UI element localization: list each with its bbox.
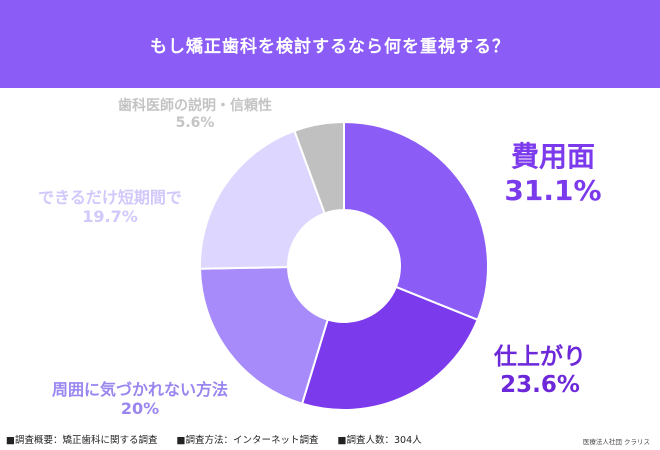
survey-method: ■調査方法：インターネット調査 <box>176 435 319 446</box>
label-finish: 仕上がり 23.6% <box>460 344 620 399</box>
label-cost: 費用面 31.1% <box>468 140 638 207</box>
label-short-term: できるだけ短期間で 19.7% <box>0 188 220 226</box>
label-discreet: 周囲に気づかれない方法 20% <box>0 380 280 418</box>
donut-slice-0 <box>343 120 489 322</box>
credit-text: 医療法人社団 クラリス <box>582 438 650 446</box>
survey-overview: ■調査概要：矯正歯科に関する調査 <box>6 435 158 446</box>
label-explanation-name: 歯科医師の説明・信頼性 <box>118 98 272 114</box>
donut-slice-4 <box>293 120 345 215</box>
label-short-term-value: 19.7% <box>82 207 138 227</box>
chart-title: もし矯正歯科を検討するなら何を重視する？ <box>150 36 510 57</box>
label-explanation-value: 5.6% <box>175 114 215 131</box>
label-finish-name: 仕上がり <box>494 344 586 370</box>
donut-slice-2 <box>199 266 329 406</box>
label-cost-name: 費用面 <box>510 140 595 173</box>
label-cost-value: 31.1% <box>504 173 602 207</box>
label-discreet-value: 20% <box>120 399 160 419</box>
label-explanation: 歯科医師の説明・信頼性 5.6% <box>80 98 310 132</box>
title-banner: もし矯正歯科を検討するなら何を重視する？ <box>0 0 660 88</box>
survey-footer: ■調査概要：矯正歯科に関する調査 ■調査方法：インターネット調査 ■調査人数：3… <box>6 432 438 446</box>
label-short-term-name: できるだけ短期間で <box>38 188 182 207</box>
donut-slice-1 <box>300 285 479 411</box>
donut-slice-3 <box>199 129 326 270</box>
label-discreet-name: 周囲に気づかれない方法 <box>51 380 228 399</box>
label-finish-value: 23.6% <box>500 371 580 398</box>
survey-count: ■調査人数：304人 <box>337 435 422 446</box>
